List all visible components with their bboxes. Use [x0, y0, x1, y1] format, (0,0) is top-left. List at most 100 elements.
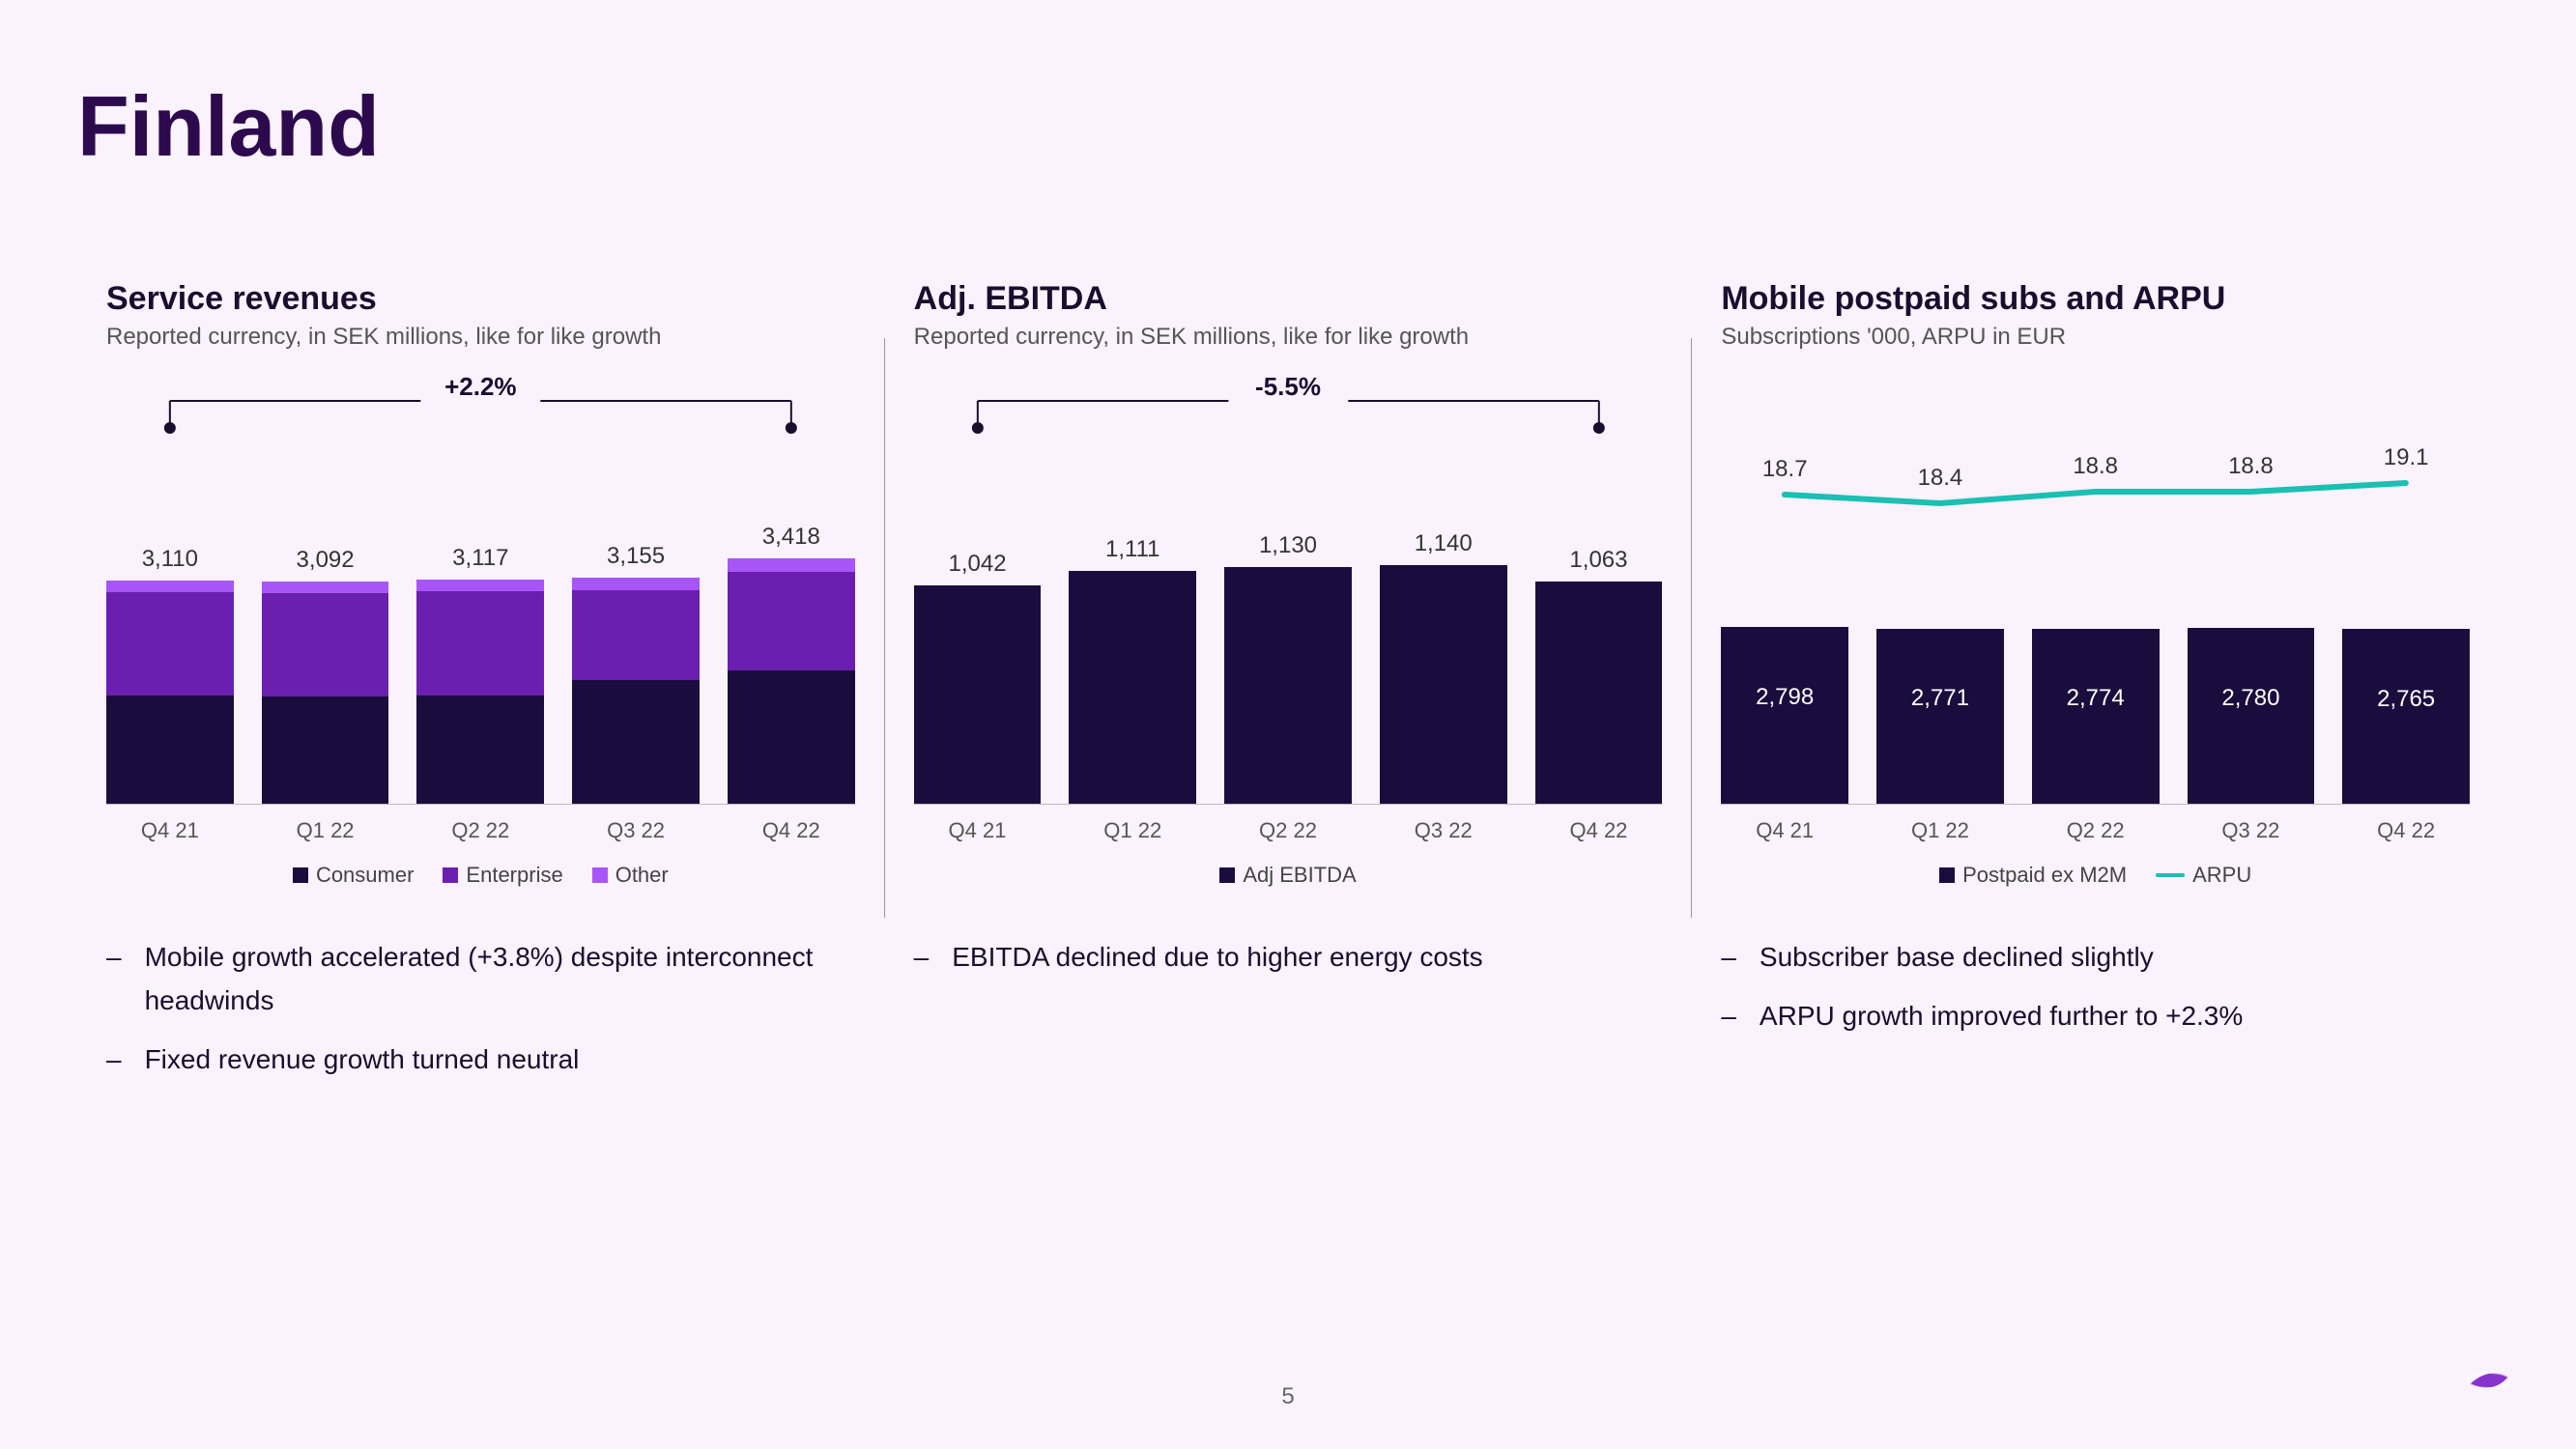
legend-label: Other [615, 863, 669, 888]
legend: ConsumerEnterpriseOther [106, 863, 855, 888]
bar-col: 1,140 [1380, 565, 1507, 804]
legend-swatch [443, 867, 458, 883]
bar-segment-other [728, 558, 855, 572]
bullet-dash: – [914, 936, 930, 980]
bar: 2,798 [1721, 627, 1848, 804]
xaxis-label: Q1 22 [1069, 818, 1196, 843]
chart-title: Service revenues [106, 280, 855, 318]
bar [1535, 582, 1663, 804]
chart-area-mobile-subs: 2,7982,7712,7742,7802,765 18.718.418.818… [1721, 380, 2470, 843]
bullets: –Subscriber base declined slightly–ARPU … [1721, 936, 2470, 1038]
bar-segment-consumer [416, 696, 544, 804]
legend-item: Enterprise [443, 863, 562, 888]
bar-total-label: 1,140 [1415, 530, 1473, 557]
bar-total-label: 1,063 [1569, 547, 1627, 574]
xaxis-label: Q2 22 [1224, 818, 1352, 843]
bar-value-label: 2,765 [2377, 686, 2435, 713]
xaxis-row: Q4 21Q1 22Q2 22Q3 22Q4 22 [1721, 818, 2470, 843]
xaxis-label: Q4 21 [106, 818, 234, 843]
bar: 2,771 [1876, 629, 2004, 804]
arpu-value-label: 19.1 [2384, 444, 2429, 471]
bullet-item: –EBITDA declined due to higher energy co… [914, 936, 1663, 980]
growth-bracket: -5.5% [914, 380, 1663, 438]
bar-col: 1,063 [1535, 582, 1663, 804]
bullets: –Mobile growth accelerated (+3.8%) despi… [106, 936, 855, 1081]
bar-value-label: 2,780 [2221, 685, 2279, 712]
bullet-dash: – [106, 936, 122, 1023]
panels-container: Service revenues Reported currency, in S… [77, 280, 2499, 1096]
bullet-item: –Fixed revenue growth turned neutral [106, 1038, 855, 1082]
bullet-text: ARPU growth improved further to +2.3% [1760, 995, 2243, 1038]
bar-segment-enterprise [572, 590, 700, 681]
bar-col: 2,771 [1876, 629, 2004, 804]
bullet-text: Subscriber base declined slightly [1760, 936, 2154, 980]
bar-value-label: 2,798 [1756, 684, 1814, 711]
legend-line [2156, 873, 2185, 877]
bar-total-label: 1,130 [1259, 532, 1317, 559]
bar-segment-consumer [106, 696, 234, 804]
xaxis-row: Q4 21Q1 22Q2 22Q3 22Q4 22 [106, 818, 855, 843]
bar-col: 3,092 [262, 582, 389, 804]
xaxis-label: Q4 21 [914, 818, 1042, 843]
bar-total-label: 3,092 [297, 547, 355, 574]
bar-segment-other [262, 582, 389, 593]
bullet-dash: – [1721, 995, 1736, 1038]
chart-title: Mobile postpaid subs and ARPU [1721, 280, 2470, 318]
panel-adj-ebitda: Adj. EBITDA Reported currency, in SEK mi… [885, 280, 1692, 1096]
legend-item: Postpaid ex M2M [1939, 863, 2127, 888]
xaxis-label: Q3 22 [572, 818, 700, 843]
bar-col: 2,765 [2342, 629, 2470, 804]
bar-segment-enterprise [728, 572, 855, 670]
page-number: 5 [1281, 1383, 1294, 1410]
bars-row: 2,798 2,7712,774 2,780 2,765 [1721, 476, 2470, 805]
panel-mobile-subs: Mobile postpaid subs and ARPU Subscripti… [1692, 280, 2499, 1096]
stacked-bar [262, 582, 389, 804]
bar-col: 2,774 [2032, 629, 2160, 804]
bar-segment-consumer [728, 670, 855, 804]
chart-title: Adj. EBITDA [914, 280, 1663, 318]
bullet-text: EBITDA declined due to higher energy cos… [952, 936, 1482, 980]
bar [1224, 567, 1352, 804]
legend: Adj EBITDA [914, 863, 1663, 888]
bar-total-label: 3,418 [762, 524, 820, 551]
chart-area-service-revenues: +2.2% 3,1103,0923,1173,1553,418 Q4 21Q1 … [106, 380, 855, 843]
growth-label: +2.2% [444, 372, 516, 402]
chart-subtitle: Reported currency, in SEK millions, like… [914, 324, 1663, 351]
stacked-bar [728, 558, 855, 804]
panel-service-revenues: Service revenues Reported currency, in S… [77, 280, 884, 1096]
bar [1380, 565, 1507, 804]
legend-swatch [1219, 867, 1235, 883]
legend-swatch [293, 867, 308, 883]
xaxis-label: Q4 22 [2342, 818, 2470, 843]
xaxis-label: Q3 22 [2188, 818, 2315, 843]
xaxis-label: Q4 21 [1721, 818, 1848, 843]
chart-subtitle: Reported currency, in SEK millions, like… [106, 324, 855, 351]
bar-segment-other [572, 578, 700, 590]
xaxis-label: Q1 22 [1876, 818, 2004, 843]
bar-col: 3,418 [728, 558, 855, 804]
bar-total-label: 1,042 [948, 551, 1006, 578]
stacked-bar [416, 580, 544, 804]
xaxis-label: Q4 22 [1535, 818, 1663, 843]
bar: 2,774 [2032, 629, 2160, 804]
legend-item: Other [592, 863, 669, 888]
bar-segment-other [106, 581, 234, 592]
xaxis-row: Q4 21Q1 22Q2 22Q3 22Q4 22 [914, 818, 1663, 843]
stacked-bar [572, 578, 700, 804]
xaxis-label: Q2 22 [416, 818, 544, 843]
growth-bracket: +2.2% [106, 380, 855, 438]
chart-subtitle: Subscriptions '000, ARPU in EUR [1721, 324, 2470, 351]
bar [1069, 571, 1196, 804]
bar-col: 3,110 [106, 581, 234, 804]
bar-segment-other [416, 580, 544, 591]
brand-logo-icon [2460, 1348, 2518, 1410]
bars-row: 3,1103,0923,1173,1553,418 [106, 515, 855, 805]
bar-total-label: 1,111 [1105, 536, 1160, 563]
bar-col: 1,130 [1224, 567, 1352, 804]
bar-segment-consumer [262, 696, 389, 804]
legend-label: Postpaid ex M2M [1962, 863, 2127, 888]
legend-label: ARPU [2192, 863, 2251, 888]
bullet-text: Mobile growth accelerated (+3.8%) despit… [145, 936, 855, 1023]
legend-label: Enterprise [466, 863, 562, 888]
bullet-dash: – [1721, 936, 1736, 980]
